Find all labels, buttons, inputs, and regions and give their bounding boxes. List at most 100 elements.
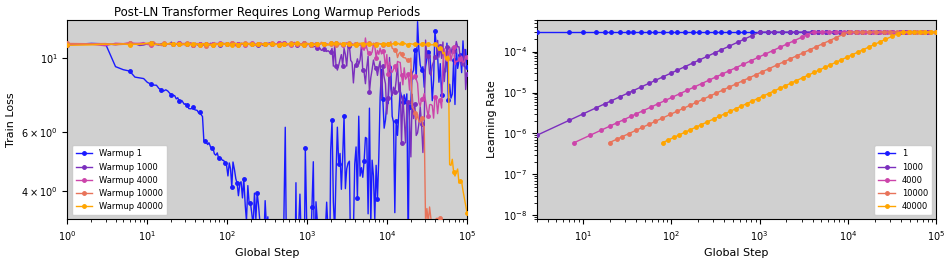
1000 bbox=[744, 35, 755, 38]
1 bbox=[623, 30, 634, 34]
Warmup 4000 bbox=[353, 44, 364, 47]
4000 bbox=[722, 70, 733, 73]
40000 bbox=[931, 30, 942, 34]
Warmup 1 bbox=[223, 161, 235, 164]
10000 bbox=[690, 101, 702, 104]
Warmup 10000 bbox=[62, 42, 73, 45]
10000 bbox=[623, 132, 634, 135]
Warmup 10000 bbox=[440, 245, 452, 248]
Warmup 40000 bbox=[440, 57, 452, 60]
Warmup 1 bbox=[412, 20, 423, 23]
1000 bbox=[931, 30, 942, 34]
Warmup 4000 bbox=[145, 44, 156, 47]
Line: 4000: 4000 bbox=[573, 30, 938, 144]
Warmup 4000 bbox=[359, 36, 371, 40]
Warmup 1 bbox=[458, 65, 470, 68]
Line: 1000: 1000 bbox=[535, 30, 938, 137]
Warmup 40000 bbox=[160, 43, 171, 46]
1 bbox=[742, 30, 753, 34]
4000 bbox=[931, 30, 942, 34]
1 bbox=[928, 30, 940, 34]
1000 bbox=[670, 69, 681, 73]
40000 bbox=[919, 30, 930, 34]
40000 bbox=[657, 141, 669, 144]
4000 bbox=[798, 35, 809, 38]
10000 bbox=[931, 30, 942, 34]
10000 bbox=[844, 30, 855, 34]
Y-axis label: Train Loss: Train Loss bbox=[6, 92, 15, 147]
1000 bbox=[742, 36, 753, 39]
Warmup 10000 bbox=[461, 260, 473, 263]
Line: Warmup 4000: Warmup 4000 bbox=[66, 36, 469, 120]
Warmup 1000 bbox=[461, 72, 473, 76]
40000 bbox=[708, 117, 719, 121]
1000 bbox=[623, 91, 634, 94]
Warmup 10000 bbox=[162, 43, 173, 46]
Line: Warmup 10000: Warmup 10000 bbox=[66, 40, 469, 264]
4000 bbox=[708, 76, 720, 79]
Warmup 40000 bbox=[193, 42, 204, 45]
Warmup 1000 bbox=[353, 63, 364, 66]
Warmup 1 bbox=[361, 137, 373, 140]
X-axis label: Global Step: Global Step bbox=[235, 248, 300, 258]
Line: Warmup 1000: Warmup 1000 bbox=[66, 38, 469, 159]
1000 bbox=[870, 30, 882, 34]
Warmup 40000 bbox=[145, 41, 156, 45]
Warmup 4000 bbox=[441, 58, 453, 61]
4000 bbox=[569, 141, 580, 144]
Warmup 40000 bbox=[353, 44, 364, 47]
10000 bbox=[665, 113, 676, 116]
4000 bbox=[845, 30, 857, 34]
Warmup 1000 bbox=[62, 42, 73, 45]
Title: Post-LN Transformer Requires Long Warmup Periods: Post-LN Transformer Requires Long Warmup… bbox=[114, 6, 420, 18]
Warmup 4000 bbox=[428, 117, 439, 120]
Warmup 40000 bbox=[250, 43, 262, 46]
Line: Warmup 1: Warmup 1 bbox=[66, 20, 469, 264]
1 bbox=[744, 30, 755, 34]
Warmup 10000 bbox=[355, 42, 366, 45]
Warmup 1000 bbox=[441, 45, 453, 49]
Y-axis label: Learning Rate: Learning Rate bbox=[487, 81, 497, 158]
1 bbox=[931, 30, 942, 34]
4000 bbox=[808, 30, 820, 34]
Warmup 1 bbox=[421, 57, 433, 60]
Warmup 1000 bbox=[145, 41, 156, 44]
Warmup 1 bbox=[461, 65, 473, 68]
10000 bbox=[616, 135, 628, 138]
Warmup 10000 bbox=[251, 43, 262, 46]
Warmup 1 bbox=[62, 43, 73, 46]
1000 bbox=[531, 134, 542, 137]
Line: 40000: 40000 bbox=[661, 30, 938, 144]
Warmup 1000 bbox=[160, 42, 171, 45]
Line: 10000: 10000 bbox=[608, 30, 938, 144]
Line: Warmup 40000: Warmup 40000 bbox=[66, 41, 469, 214]
10000 bbox=[604, 141, 615, 144]
Legend: Warmup 1, Warmup 1000, Warmup 4000, Warmup 10000, Warmup 40000: Warmup 1, Warmup 1000, Warmup 4000, Warm… bbox=[71, 145, 167, 215]
4000 bbox=[663, 97, 674, 100]
40000 bbox=[673, 133, 685, 136]
Warmup 1 bbox=[201, 141, 212, 144]
Warmup 1000 bbox=[405, 155, 417, 158]
Warmup 40000 bbox=[461, 211, 473, 214]
1 bbox=[600, 30, 611, 34]
Warmup 4000 bbox=[461, 55, 473, 59]
Legend: 1, 1000, 4000, 10000, 40000: 1, 1000, 4000, 10000, 40000 bbox=[874, 145, 932, 215]
1000 bbox=[600, 102, 611, 105]
40000 bbox=[908, 30, 920, 34]
Warmup 1000 bbox=[250, 43, 262, 46]
Warmup 4000 bbox=[160, 42, 171, 45]
Warmup 40000 bbox=[62, 44, 73, 47]
Line: 1: 1 bbox=[535, 30, 938, 34]
10000 bbox=[916, 30, 927, 34]
4000 bbox=[844, 30, 855, 34]
1000 bbox=[754, 30, 766, 34]
40000 bbox=[896, 30, 907, 34]
10000 bbox=[904, 30, 916, 34]
40000 bbox=[669, 136, 680, 139]
40000 bbox=[729, 107, 741, 110]
Warmup 40000 bbox=[398, 41, 409, 44]
1 bbox=[531, 30, 542, 34]
Warmup 10000 bbox=[194, 43, 205, 46]
Warmup 4000 bbox=[62, 43, 73, 46]
Warmup 4000 bbox=[250, 42, 262, 45]
